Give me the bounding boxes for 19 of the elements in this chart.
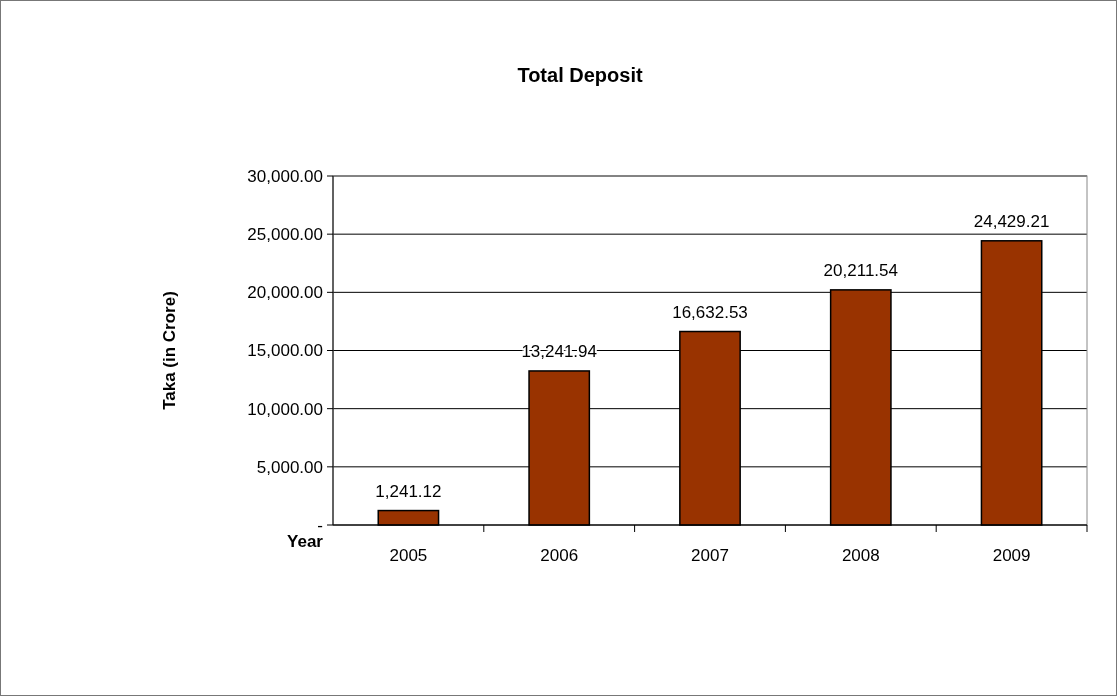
y-tick-label: 20,000.00 <box>247 283 323 303</box>
data-label: 1,241.12 <box>375 481 442 501</box>
y-tick-label: - <box>317 515 323 535</box>
x-tick-label: 2005 <box>389 546 428 565</box>
y-tick-label: 10,000.00 <box>247 399 323 419</box>
data-label: 16,632.53 <box>672 302 748 322</box>
x-tick-label: 2007 <box>691 546 729 565</box>
chart-title: Total Deposit <box>517 64 643 86</box>
x-tick-label: 2009 <box>992 546 1031 565</box>
x-tick-label: 2008 <box>841 546 880 565</box>
y-tick-label: 5,000.00 <box>256 457 323 477</box>
y-tick-label: 15,000.00 <box>247 341 323 361</box>
y-tick-label: 25,000.00 <box>247 225 323 245</box>
data-label: 24,429.21 <box>973 211 1050 231</box>
y-tick-label: 30,000.00 <box>247 166 323 186</box>
data-label: 20,211.54 <box>823 260 898 280</box>
x-tick-label: 2006 <box>540 546 579 565</box>
y-axis-title: Taka (in Crore) <box>160 291 179 410</box>
x-axis-title: Year <box>287 532 324 551</box>
